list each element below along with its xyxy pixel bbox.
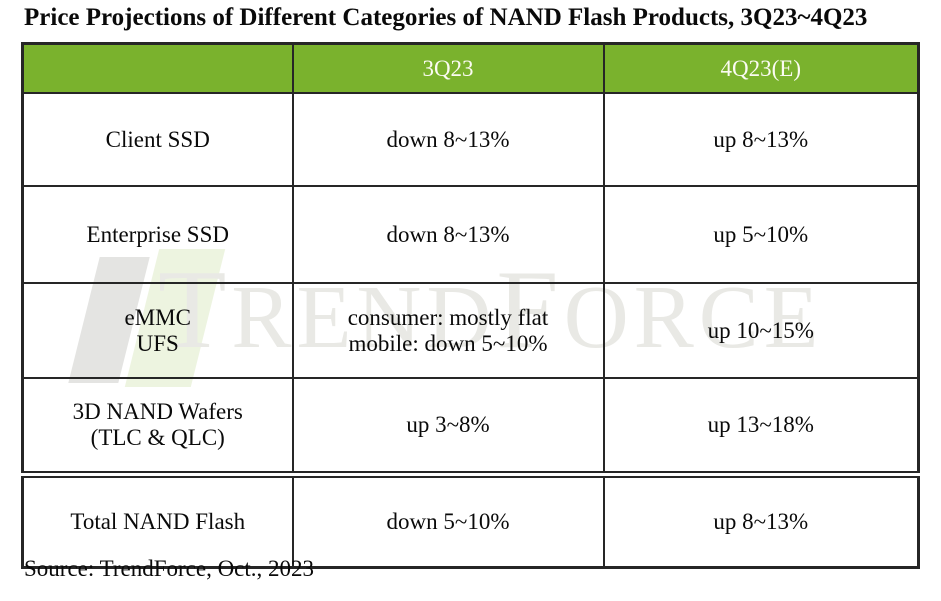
source-note: Source: TrendForce, Oct., 2023 bbox=[24, 556, 315, 581]
cell-4q23e: up 13~18% bbox=[602, 377, 920, 476]
cell-category: 3D NAND Wafers (TLC & QLC) bbox=[21, 377, 294, 476]
cell-category: Enterprise SSD bbox=[21, 185, 294, 284]
cell-category: Total NAND Flash bbox=[21, 471, 294, 569]
cell-4q23e: up 8~13% bbox=[602, 471, 920, 569]
table-row: Client SSD down 8~13% up 8~13% bbox=[21, 92, 920, 187]
cell-category: eMMC UFS bbox=[21, 282, 294, 379]
table-row: Enterprise SSD down 8~13% up 5~10% bbox=[21, 185, 920, 284]
figure-title: Price Projections of Different Categorie… bbox=[24, 4, 868, 31]
header-cell-category bbox=[21, 42, 294, 94]
price-projection-table: 3Q23 4Q23(E) Client SSD down 8~13% up 8~… bbox=[21, 42, 920, 569]
table-row: 3D NAND Wafers (TLC & QLC) up 3~8% up 13… bbox=[21, 377, 920, 476]
table-row: eMMC UFS consumer: mostly flat mobile: d… bbox=[21, 282, 920, 379]
header-cell-4q23e: 4Q23(E) bbox=[602, 42, 920, 94]
cell-3q23: down 5~10% bbox=[291, 471, 605, 569]
cell-3q23: up 3~8% bbox=[291, 377, 605, 476]
header-cell-3q23: 3Q23 bbox=[291, 42, 605, 94]
table-row-total: Total NAND Flash down 5~10% up 8~13% bbox=[21, 471, 920, 569]
cell-3q23: down 8~13% bbox=[291, 92, 605, 187]
cell-4q23e: up 5~10% bbox=[602, 185, 920, 284]
cell-3q23: down 8~13% bbox=[291, 185, 605, 284]
table-header-row: 3Q23 4Q23(E) bbox=[21, 42, 920, 94]
cell-3q23: consumer: mostly flat mobile: down 5~10% bbox=[291, 282, 605, 379]
cell-category: Client SSD bbox=[21, 92, 294, 187]
cell-4q23e: up 10~15% bbox=[602, 282, 920, 379]
cell-4q23e: up 8~13% bbox=[602, 92, 920, 187]
